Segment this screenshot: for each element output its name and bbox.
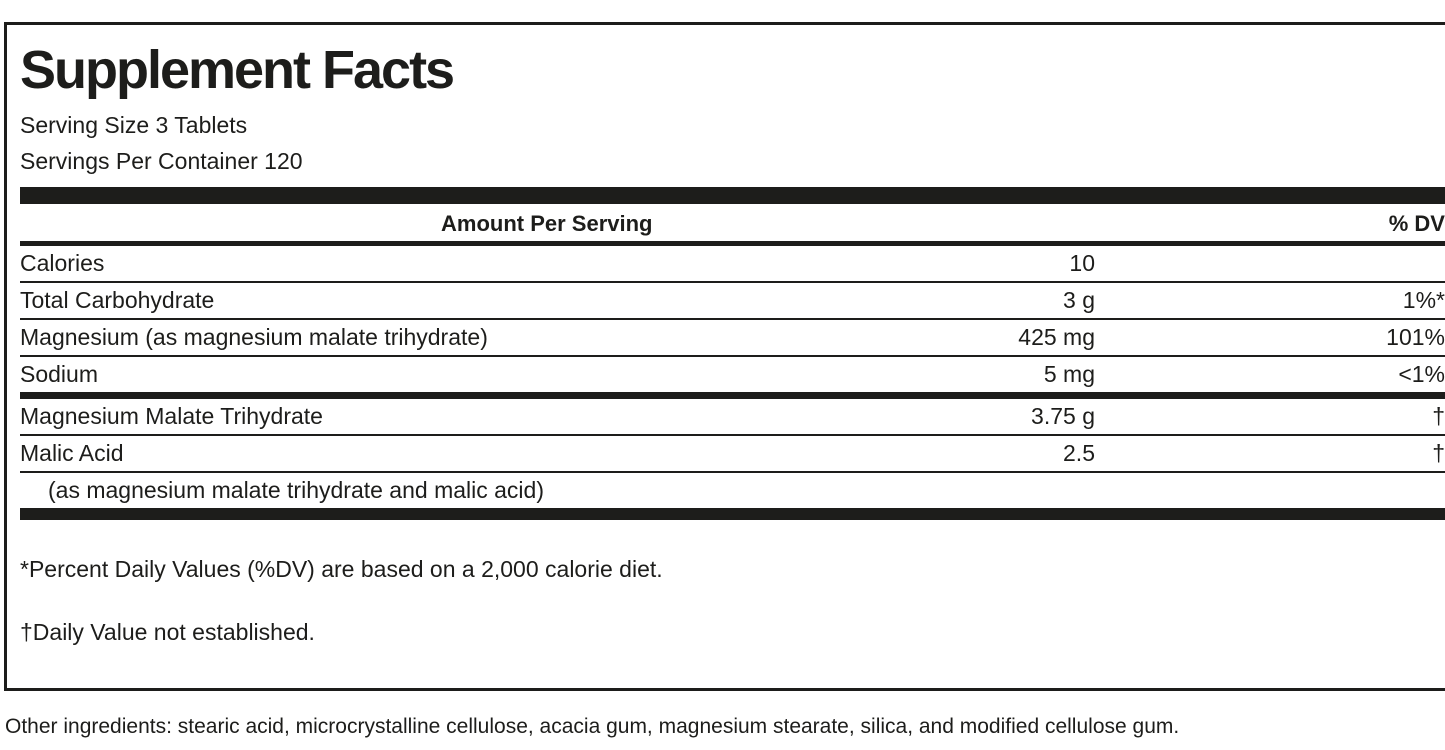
daily-value-footnote: †Daily Value not established. — [20, 619, 315, 645]
nutrient-amount: 3.75 g — [1031, 403, 1095, 429]
nutrient-name-continuation: (as magnesium malate trihydrate and mali… — [48, 477, 544, 503]
other-ingredients-text: Other ingredients: stearic acid, microcr… — [5, 715, 1180, 738]
panel-title: Supplement Facts — [20, 40, 455, 100]
divider-bar-bottom — [20, 508, 1445, 520]
amount-per-serving-header: Amount Per Serving — [441, 211, 653, 236]
table-row: Calories 10 — [20, 246, 1445, 283]
nutrient-dv: 1%* — [1402, 287, 1445, 313]
nutrient-name: Malic Acid — [20, 440, 124, 466]
nutrient-amount: 10 — [1069, 250, 1095, 276]
nutrient-name: Calories — [20, 250, 105, 276]
nutrient-name: Total Carbohydrate — [20, 287, 215, 313]
nutrient-dv: † — [1432, 403, 1445, 429]
nutrient-name: Sodium — [20, 361, 98, 387]
nutrient-amount: 5 mg — [1043, 361, 1095, 387]
nutrient-dv: † — [1432, 440, 1445, 466]
nutrient-dv: <1% — [1398, 361, 1445, 387]
serving-size: Serving Size 3 Tablets — [20, 112, 248, 138]
nutrient-amount: 2.5 — [1063, 440, 1095, 466]
divider-bar-top — [20, 187, 1445, 204]
table-row: Total Carbohydrate 3 g 1%* — [20, 283, 1445, 320]
nutrient-name: Magnesium (as magnesium malate trihydrat… — [20, 324, 488, 350]
nutrient-amount: 425 mg — [1018, 324, 1095, 350]
table-header-row: Amount Per Serving % DV — [20, 204, 1445, 246]
servings-per-container: Servings Per Container 120 — [20, 148, 303, 174]
supplement-facts-panel: Supplement Facts Serving Size 3 Tablets … — [4, 22, 1445, 691]
table-row: Magnesium (as magnesium malate trihydrat… — [20, 320, 1445, 357]
divider-bar-middle — [20, 392, 1445, 399]
nutrient-dv: 101% — [1386, 324, 1445, 350]
table-row: Malic Acid 2.5 † — [20, 436, 1445, 473]
table-row: Magnesium Malate Trihydrate 3.75 g † — [20, 399, 1445, 436]
percent-dv-header: % DV — [1388, 211, 1445, 236]
table-row: (as magnesium malate trihydrate and mali… — [20, 473, 1445, 508]
percent-dv-footnote: *Percent Daily Values (%DV) are based on… — [20, 556, 663, 582]
nutrient-name: Magnesium Malate Trihydrate — [20, 403, 323, 429]
nutrient-amount: 3 g — [1063, 287, 1095, 313]
table-row: Sodium 5 mg <1% — [20, 357, 1445, 392]
